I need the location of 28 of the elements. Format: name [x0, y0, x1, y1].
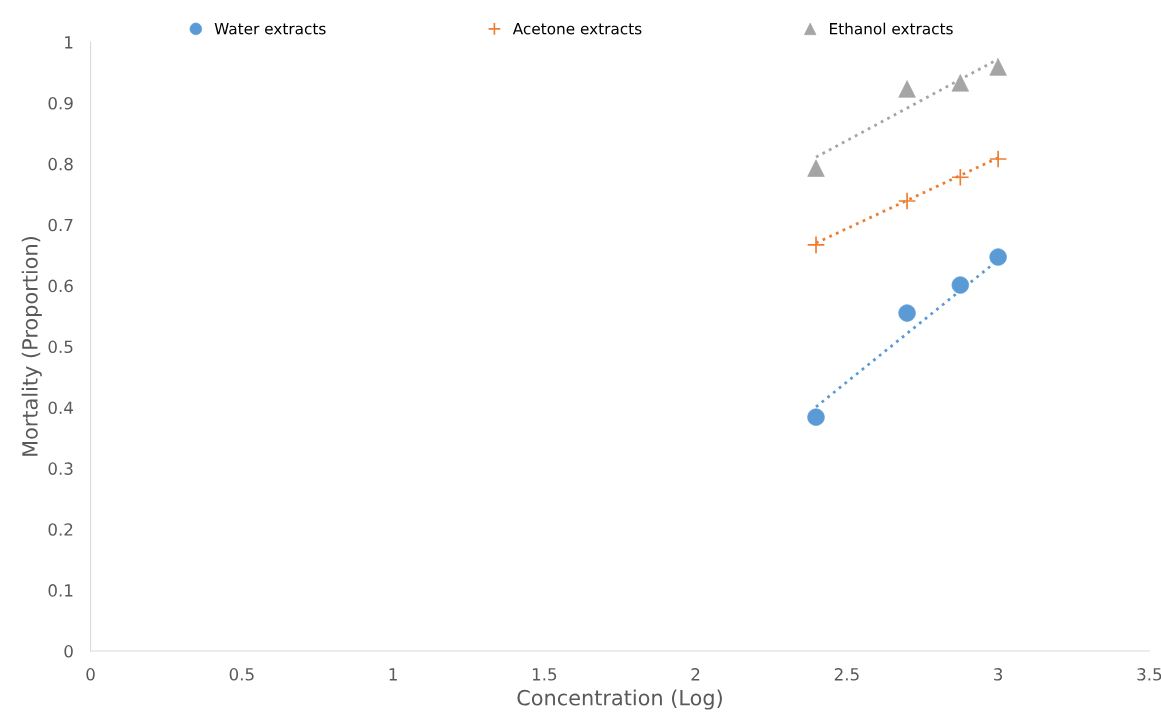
legend-label: Ethanol extracts [830, 22, 953, 35]
x-tick-label: 3.5 [1137, 668, 1161, 681]
y-tick-label: 0.4 [48, 401, 73, 415]
x-axis-title: Concentration (Log) [517, 689, 722, 710]
y-tick-label: 0.7 [48, 218, 73, 232]
point [806, 235, 826, 255]
point [897, 191, 917, 211]
x-tick-label: 2.5 [834, 668, 859, 681]
legend-label: Water extracts [214, 23, 326, 35]
x-tick-label: 0.5 [229, 668, 254, 681]
y-tick-label: 0.8 [48, 157, 73, 171]
y-axis-title: Mortality (Proportion) [21, 237, 42, 456]
x-tick-label: 2 [691, 668, 700, 681]
point [988, 149, 1008, 169]
x-tick-label: 1 [389, 668, 397, 681]
y-tick-label: 0.5 [48, 340, 73, 354]
y-tick-label: 0.2 [48, 523, 73, 536]
y-tick-label: 0.3 [48, 462, 73, 475]
x-tick-label: 3 [994, 668, 1003, 681]
x-tick-label: 0 [86, 668, 95, 681]
y-tick-label: 0.1 [48, 584, 73, 597]
x-tick-label: 1.5 [532, 668, 557, 681]
legend-label: Acetone extracts [512, 23, 642, 35]
y-tick-label: 0.6 [48, 279, 73, 293]
y-tick-label: 1 [65, 36, 73, 49]
point [951, 168, 970, 187]
y-tick-label: 0 [64, 645, 73, 658]
y-tick-label: 0.9 [48, 96, 73, 110]
